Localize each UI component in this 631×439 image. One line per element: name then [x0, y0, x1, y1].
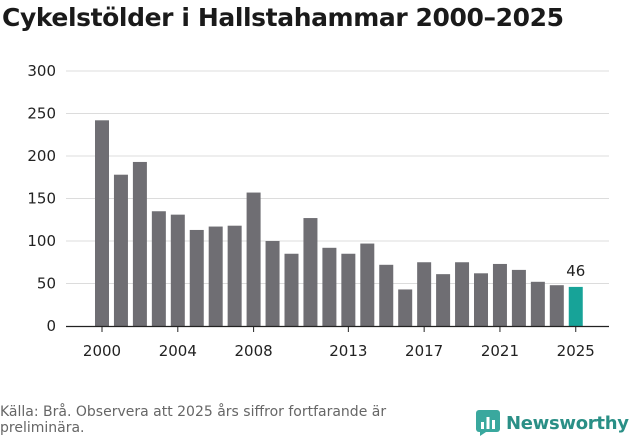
bar-2018: [436, 274, 451, 326]
bar-2022: [511, 269, 526, 326]
bar-2005: [189, 229, 204, 326]
bar-2015: [379, 264, 394, 326]
bar-2011: [303, 218, 318, 326]
bar-2006: [208, 226, 223, 326]
y-tick-label: 150: [27, 190, 56, 208]
bar-2007: [227, 225, 242, 326]
newsworthy-logo-icon: [476, 410, 500, 436]
y-tick-label: 250: [27, 105, 56, 123]
brand[interactable]: Newsworthy: [476, 408, 629, 438]
data-label-2025: 46: [566, 262, 585, 280]
bar-2009: [265, 241, 280, 326]
bar-2023: [530, 281, 545, 326]
y-tick-label: 0: [46, 317, 56, 335]
y-tick-label: 50: [37, 275, 56, 293]
bar-2008: [246, 192, 261, 326]
x-tick-label: 2017: [405, 342, 443, 360]
brand-name: Newsworthy: [506, 412, 629, 434]
bar-2013: [341, 253, 356, 326]
bar-2003: [151, 211, 166, 326]
bar-2020: [474, 273, 488, 326]
x-tick-label: 2004: [159, 342, 197, 360]
bar-2000: [95, 120, 109, 326]
bar-2025: [568, 286, 583, 326]
bar-2002: [132, 161, 147, 326]
bar-2016: [398, 289, 413, 326]
bar-2021: [492, 263, 507, 326]
bar-2001: [113, 174, 128, 326]
bar-2014: [360, 243, 375, 326]
bar-2012: [322, 247, 337, 326]
source-note: Källa: Brå. Observera att 2025 års siffr…: [0, 404, 387, 436]
bar-chart: 0 50 100 150 200 250 300 2000 2004 2008 2013 2017 20…: [27, 62, 609, 360]
bar-2004: [170, 214, 185, 326]
bar-2019: [455, 262, 470, 326]
chart-title: Cykelstölder i Hallstahammar 2000–2025: [2, 3, 564, 32]
bar-2010: [284, 253, 299, 326]
x-tick-label: 2008: [235, 342, 273, 360]
x-tick-label: 2013: [329, 342, 367, 360]
x-tick-label: 2000: [83, 342, 121, 360]
y-tick-label: 200: [27, 147, 56, 165]
y-tick-label: 100: [27, 232, 56, 250]
x-tick-label: 2025: [557, 342, 595, 360]
y-tick-label: 300: [27, 62, 56, 80]
x-tick-label: 2021: [481, 342, 519, 360]
bar-2017: [417, 262, 432, 326]
bar-2024: [549, 285, 564, 326]
